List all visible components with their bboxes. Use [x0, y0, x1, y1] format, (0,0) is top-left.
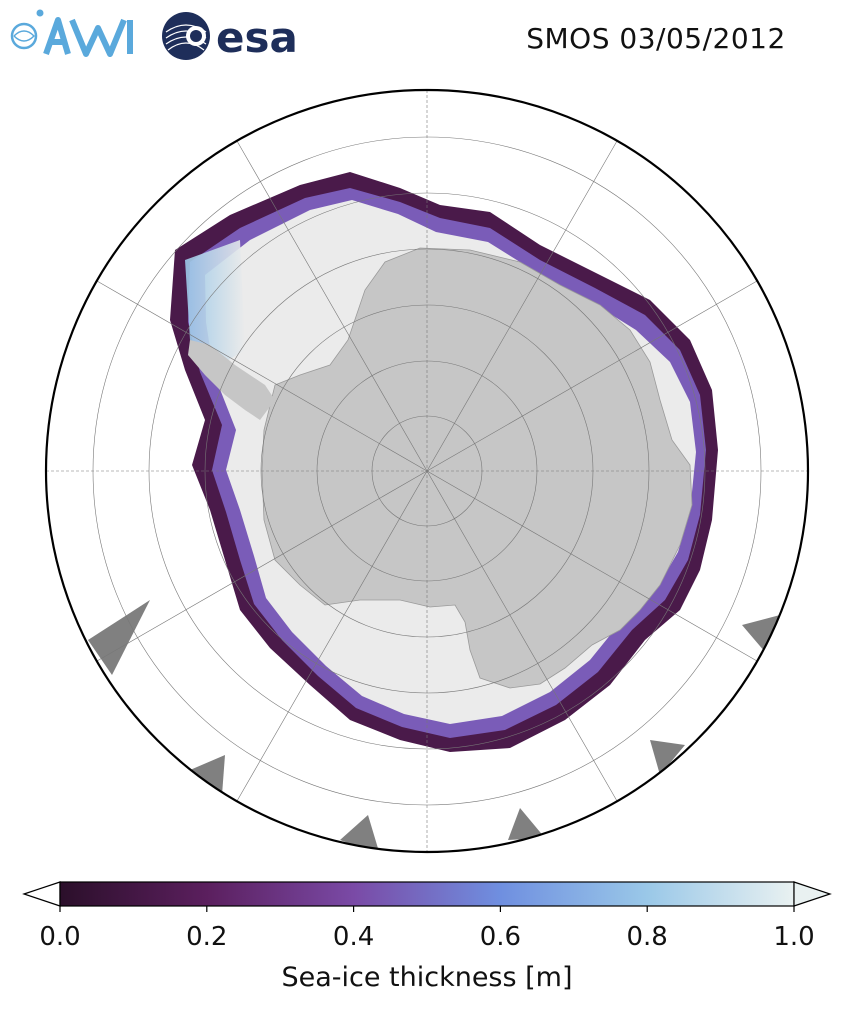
esa-logo: esa [162, 12, 298, 62]
logo-bar: esa [10, 9, 298, 62]
sea-ice-weddell-gradient [185, 240, 245, 365]
awi-logo [10, 9, 133, 57]
antarctica-land [261, 247, 693, 689]
graticule [46, 90, 808, 852]
colorbar-tick-label: 0.8 [626, 922, 668, 952]
colorbar-tick-label: 0.2 [186, 922, 228, 952]
map-boundary [44, 88, 810, 854]
colorbar [22, 881, 832, 912]
map-title: SMOS 03/05/2012 [526, 22, 786, 55]
colorbar-extend-min [22, 881, 61, 907]
colorbar-tick-label: 1.0 [773, 922, 815, 952]
colorbar-label: Sea-ice thickness [m] [281, 962, 573, 993]
colorbar-tick-label: 0.4 [332, 922, 375, 952]
landmask-patches [88, 600, 780, 852]
colorbar-ticks [59, 906, 795, 912]
colorbar-extend-max [793, 881, 832, 907]
colorbar-tick-label: 0.6 [479, 922, 522, 952]
colorbar-gradient [59, 881, 795, 907]
esa-logo-text: esa [216, 13, 298, 62]
polar-map [44, 88, 810, 854]
colorbar-tick-label: 0.0 [39, 922, 81, 952]
antarctic-peninsula [188, 340, 275, 420]
